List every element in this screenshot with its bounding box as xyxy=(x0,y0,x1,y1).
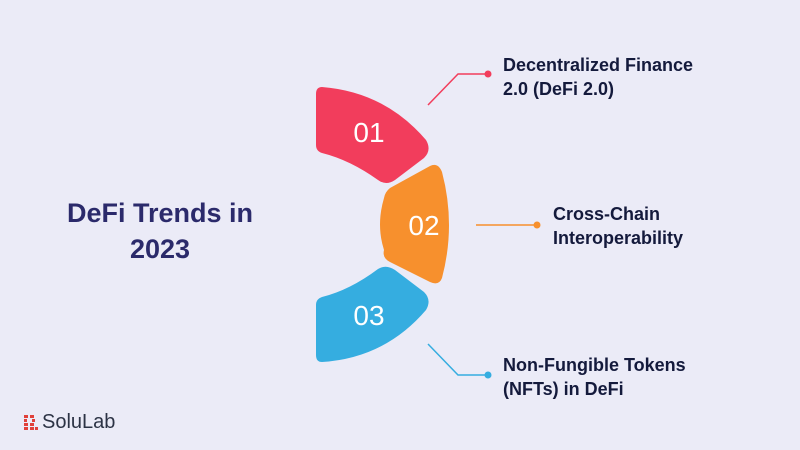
title-line-2: 2023 xyxy=(129,234,191,264)
connector-dot-02 xyxy=(533,221,541,229)
connector-dot-01 xyxy=(484,70,492,78)
connector-03 xyxy=(427,343,488,376)
segment-number-01: 01 xyxy=(353,117,384,148)
title-line-1: DeFi Trends in xyxy=(66,198,254,228)
trend-label-02: Cross-Chain Interoperability xyxy=(553,202,683,250)
segment-number-03: 03 xyxy=(353,300,384,331)
trend-label-01-line-1: Decentralized Finance xyxy=(503,55,694,75)
brand-name: SoluLab xyxy=(42,411,116,433)
trend-label-02-line-1: Cross-Chain xyxy=(553,204,661,224)
connector-dot-03 xyxy=(484,371,492,379)
trend-label-01-line-2: 2.0 (DeFi 2.0) xyxy=(503,79,615,99)
trend-label-01: Decentralized Finance 2.0 (DeFi 2.0) xyxy=(503,53,693,101)
trend-label-02-line-2: Interoperability xyxy=(553,228,684,248)
trend-label-03-line-1: Non-Fungible Tokens xyxy=(503,355,686,375)
segment-number-02: 02 xyxy=(408,210,439,241)
connector-01 xyxy=(427,73,488,106)
brand-logo: SoluLab xyxy=(24,411,115,434)
segment-01 xyxy=(316,87,429,183)
page-title: DeFi Trends in 2023 xyxy=(60,195,260,267)
solulab-logo-icon xyxy=(24,414,38,430)
segment-03 xyxy=(316,266,429,362)
trend-label-03-line-2: (NFTs) in DeFi xyxy=(503,379,624,399)
segment-02 xyxy=(380,164,449,284)
trend-label-03: Non-Fungible Tokens (NFTs) in DeFi xyxy=(503,353,686,401)
